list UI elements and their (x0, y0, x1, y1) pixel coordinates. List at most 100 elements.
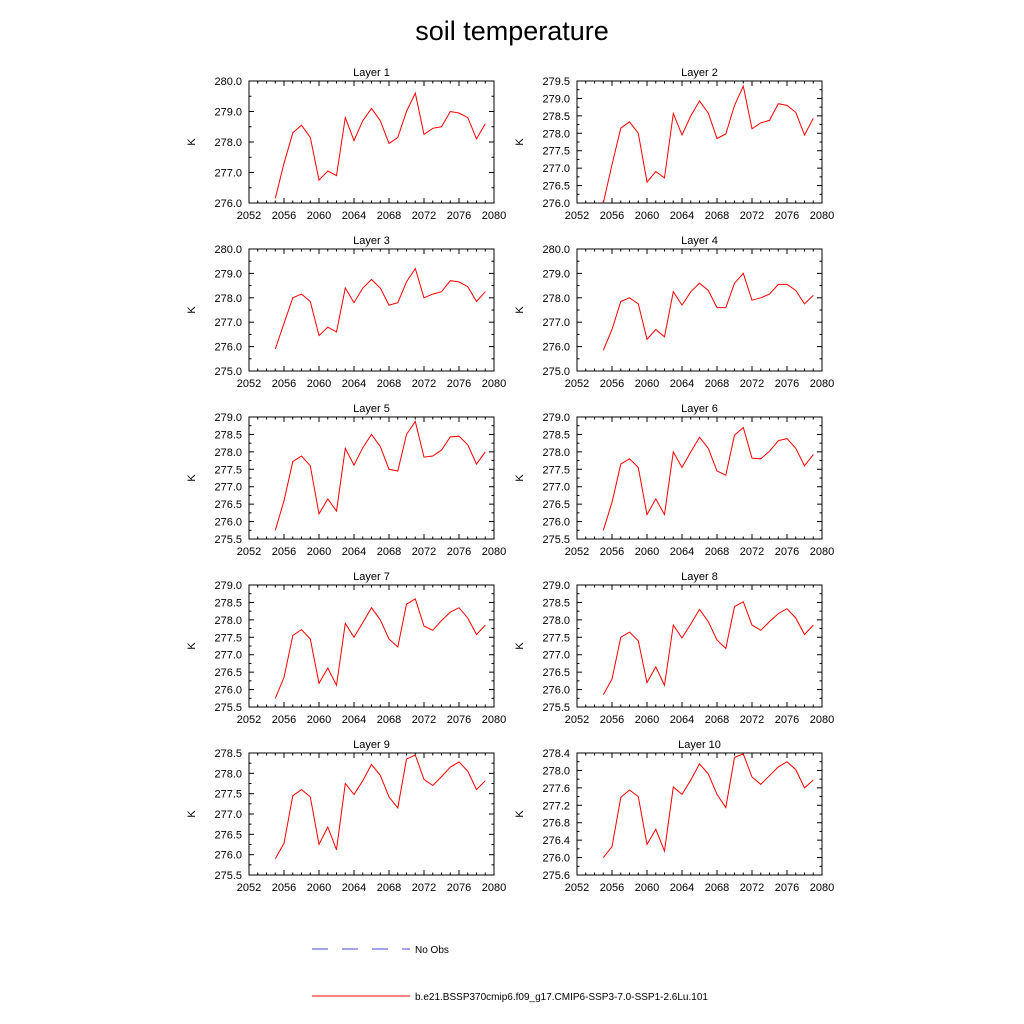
layer-6-x-tick-label: 2056 (600, 546, 624, 558)
layer-2-y-tick-label: 276.0 (542, 198, 570, 210)
layer-7-x-tick-label: 2056 (272, 714, 296, 726)
layer-4-y-tick-label: 280.0 (542, 244, 570, 256)
layer-2-y-tick-label: 277.5 (542, 146, 570, 158)
layer-8-title: Layer 8 (681, 571, 718, 583)
layer-3-x-tick-label: 2056 (272, 378, 296, 390)
figure-title: soil temperature (415, 16, 609, 46)
layer-7-x-tick-label: 2076 (447, 714, 471, 726)
layer-7-y-tick-label: 277.5 (214, 632, 242, 644)
layer-7-x-tick-label: 2064 (342, 714, 366, 726)
layer-6-x-tick-label: 2072 (740, 546, 764, 558)
layer-1-x-tick-label: 2080 (482, 210, 506, 222)
layer-4-series-line (602, 272, 814, 351)
layer-4-panel: Layer 4 K 2052 2056 2060 2064 2068 2072 2076 2080… (514, 235, 834, 390)
layer-6-title: Layer 6 (681, 403, 718, 415)
layer-10-x-tick-label: 2068 (705, 882, 729, 894)
layer-6-x-tick-label: 2060 (635, 546, 659, 558)
layer-8-y-tick-label: 275.5 (542, 702, 570, 714)
layer-6-x-tick-label: 2076 (775, 546, 799, 558)
layer-6-x-tick-label: 2064 (670, 546, 694, 558)
layer-7-y-tick-label: 278.5 (214, 597, 242, 609)
layer-9-y-tick-label: 278.0 (214, 768, 242, 780)
panel-grid: Layer 1 K 2052 2056 2060 2064 2068 2072 2076 2080… (186, 67, 834, 894)
layer-2-x-tick-label: 2064 (670, 210, 694, 222)
layer-8-frame (576, 584, 823, 708)
layer-2-y-tick-label: 278.5 (542, 111, 570, 123)
layer-2-y-tick-label: 279.5 (542, 76, 570, 88)
layer-9-x-tick-label: 2056 (272, 882, 296, 894)
layer-3-y-tick-label: 275.0 (214, 366, 242, 378)
layer-5-y-tick-label: 276.0 (214, 517, 242, 529)
layer-3-series-line (274, 267, 486, 350)
layer-7-y-tick-label: 277.0 (214, 650, 242, 662)
layer-6-y-tick-label: 277.0 (542, 482, 570, 494)
layer-5-y-tick-label: 279.0 (214, 412, 242, 424)
layer-4-y-tick-label: 277.0 (542, 317, 570, 329)
layer-6-series-line (602, 426, 814, 531)
layer-8-x-tick-label: 2064 (670, 714, 694, 726)
layer-2-y-tick-label: 276.5 (542, 181, 570, 193)
layer-2-title: Layer 2 (681, 67, 718, 79)
layer-9-title: Layer 9 (353, 739, 390, 751)
layer-4-y-tick-label: 279.0 (542, 268, 570, 280)
layer-7-y-tick-label: 276.0 (214, 685, 242, 697)
layer-5-y-tick-label: 278.0 (214, 447, 242, 459)
layer-7-y-tick-label: 278.0 (214, 615, 242, 627)
layer-8-y-tick-label: 277.0 (542, 650, 570, 662)
layer-10-y-tick-label: 277.6 (542, 783, 570, 795)
layer-3-x-tick-label: 2064 (342, 378, 366, 390)
layer-5-x-tick-label: 2064 (342, 546, 366, 558)
layer-8-y-tick-label: 276.0 (542, 685, 570, 697)
layer-4-x-tick-label: 2068 (705, 378, 729, 390)
layer-9-y-tick-label: 275.5 (214, 870, 242, 882)
layer-4-x-tick-label: 2080 (810, 378, 834, 390)
layer-1-frame (248, 80, 495, 204)
layer-2-x-tick-label: 2080 (810, 210, 834, 222)
layer-9-x-tick-label: 2064 (342, 882, 366, 894)
layer-4-y-tick-label: 278.0 (542, 293, 570, 305)
layer-8-x-tick-label: 2072 (740, 714, 764, 726)
layer-1-x-tick-label: 2064 (342, 210, 366, 222)
layer-2-x-tick-label: 2056 (600, 210, 624, 222)
layer-5-x-tick-label: 2052 (237, 546, 261, 558)
layer-5-x-tick-label: 2060 (307, 546, 331, 558)
layer-6-y-tick-label: 278.5 (542, 429, 570, 441)
layer-8-x-tick-label: 2060 (635, 714, 659, 726)
layer-8-y-tick-label: 279.0 (542, 580, 570, 592)
layer-6-ylabel: K (514, 474, 526, 482)
layer-8-y-tick-label: 277.5 (542, 632, 570, 644)
layer-3-y-tick-label: 280.0 (214, 244, 242, 256)
layer-1-x-tick-label: 2060 (307, 210, 331, 222)
layer-8-ylabel: K (514, 642, 526, 650)
layer-1-series-line (274, 91, 486, 199)
layer-3-ylabel: K (186, 306, 198, 314)
layer-8-series-line (602, 600, 814, 696)
layer-9-frame (248, 752, 495, 876)
layer-5-y-tick-label: 275.5 (214, 534, 242, 546)
layer-10-x-tick-label: 2060 (635, 882, 659, 894)
layer-7-y-tick-label: 279.0 (214, 580, 242, 592)
layer-10-y-tick-label: 275.6 (542, 870, 570, 882)
layer-5-y-tick-label: 277.5 (214, 464, 242, 476)
layer-10-x-tick-label: 2076 (775, 882, 799, 894)
layer-4-title: Layer 4 (681, 235, 718, 247)
layer-10-frame (576, 752, 823, 876)
layer-4-x-tick-label: 2064 (670, 378, 694, 390)
layer-2-y-tick-label: 279.0 (542, 93, 570, 105)
layer-3-y-tick-label: 279.0 (214, 268, 242, 280)
layer-3-x-tick-label: 2076 (447, 378, 471, 390)
layer-1-y-tick-label: 279.0 (214, 107, 242, 119)
layer-4-x-tick-label: 2060 (635, 378, 659, 390)
layer-10-y-tick-label: 278.0 (542, 765, 570, 777)
layer-2-frame (576, 80, 823, 204)
layer-6-y-tick-label: 276.5 (542, 499, 570, 511)
layer-1-y-tick-label: 280.0 (214, 76, 242, 88)
layer-8-y-tick-label: 276.5 (542, 667, 570, 679)
layer-6-y-tick-label: 276.0 (542, 517, 570, 529)
layer-9-y-tick-label: 276.0 (214, 850, 242, 862)
layer-4-y-tick-label: 275.0 (542, 366, 570, 378)
layer-9-x-tick-label: 2076 (447, 882, 471, 894)
layer-8-x-tick-label: 2056 (600, 714, 624, 726)
layer-9-y-tick-label: 277.0 (214, 809, 242, 821)
layer-10-ylabel: K (514, 810, 526, 818)
